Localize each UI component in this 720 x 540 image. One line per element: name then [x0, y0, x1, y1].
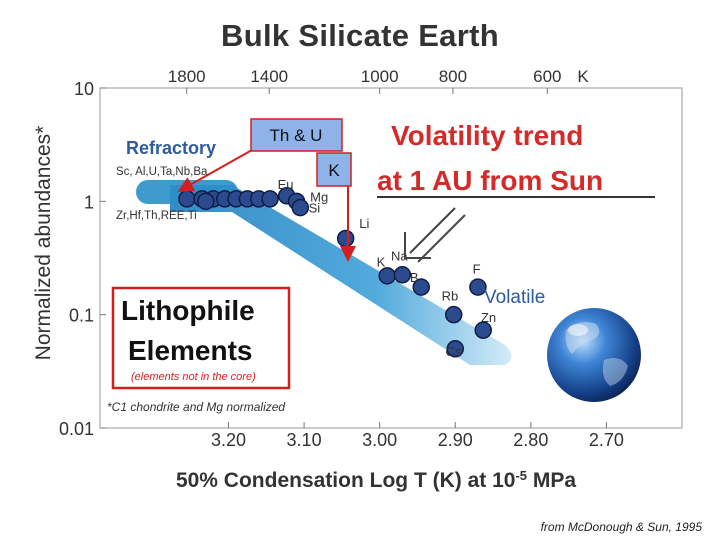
plot-frame — [99, 87, 683, 429]
data-point — [336, 229, 355, 248]
point-label: Cs — [445, 344, 461, 359]
point-label: Eu — [278, 177, 294, 192]
refractory-elements-top: Sc, Al,U,Ta,Nb,Ba — [116, 166, 208, 178]
data-point — [197, 192, 215, 211]
volatile-label: Volatile — [484, 287, 545, 308]
y-tick-label: 0.01 — [59, 419, 94, 439]
earth-globe-image — [547, 308, 641, 402]
point-label: Li — [359, 216, 369, 231]
trend-band — [170, 185, 512, 365]
y-tick-label: 1 — [84, 192, 94, 212]
point-label: K — [377, 255, 386, 270]
x-tick-label: 3.20 — [211, 430, 246, 450]
lithophile-line1: Lithophile — [121, 295, 255, 326]
lithophile-line2: Elements — [128, 335, 253, 366]
data-point — [444, 305, 463, 324]
top-tick-label: 1800 — [168, 67, 206, 86]
x-axis-label-main: 50% Condensation Log T (K) at 10 — [176, 469, 516, 492]
top-axis-unit: K — [577, 67, 589, 86]
data-point — [378, 267, 396, 285]
data-points — [178, 187, 492, 358]
top-tick-label: 600 — [533, 67, 561, 86]
y-tick-label: 0.1 — [69, 306, 94, 326]
data-point — [261, 190, 279, 208]
point-label: F — [473, 262, 481, 277]
refractory-label: Refractory — [126, 138, 216, 158]
lithophile-note: (elements not in the core) — [131, 371, 256, 383]
point-label: B — [410, 270, 419, 285]
volatility-trend-line1: Volatility trend — [391, 120, 583, 151]
x-axis: 3.20 3.10 3.00 2.90 2.80 2.70 — [211, 422, 624, 450]
x-tick-label: 2.90 — [438, 430, 473, 450]
top-tick-label: 1000 — [361, 67, 399, 86]
data-point — [393, 266, 412, 284]
th-u-label: Th & U — [270, 126, 323, 145]
x-axis-label-exp: -5 — [515, 468, 527, 483]
k-box — [316, 152, 352, 187]
x-tick-label: 2.70 — [589, 430, 624, 450]
k-box-label: K — [328, 161, 340, 180]
data-point — [412, 278, 430, 296]
top-tick-label: 1400 — [250, 67, 288, 86]
refractory-elements-bottom: Zr,Hf,Th,REE,Ti — [116, 210, 197, 222]
y-axis-label: Normalized abundances* — [32, 126, 55, 361]
x-tick-label: 2.80 — [513, 430, 548, 450]
th-u-arrow — [177, 149, 253, 192]
th-u-box — [250, 118, 343, 152]
top-tick-label: 800 — [439, 67, 467, 86]
x-tick-label: 3.00 — [362, 430, 397, 450]
chart-title: Bulk Silicate Earth — [221, 18, 499, 53]
trend-direction-arrow — [404, 207, 466, 263]
volatility-trend-line2: at 1 AU from Sun — [377, 165, 603, 196]
x-tick-label: 3.10 — [287, 430, 322, 450]
data-point — [178, 190, 196, 208]
source-credit: from McDonough & Sun, 1995 — [540, 520, 702, 534]
point-label: Mg — [310, 189, 328, 204]
data-point — [446, 340, 464, 358]
x-axis-label: 50% Condensation Log T (K) at 10-5 MPa — [176, 468, 576, 493]
top-axis: 1800 1400 1000 800 600 — [168, 67, 561, 94]
y-axis: 10 1 0.1 0.01 — [59, 79, 106, 439]
y-tick-label: 10 — [74, 79, 94, 99]
x-axis-label-unit: MPa — [527, 469, 576, 492]
lithophile-box — [111, 286, 291, 390]
point-label: Si — [309, 200, 321, 215]
data-point — [469, 278, 487, 296]
normalization-footnote: *C1 chondrite and Mg normalized — [107, 400, 285, 414]
point-label: Rb — [442, 288, 459, 303]
data-point — [291, 198, 310, 217]
data-point — [474, 321, 492, 339]
point-label: Zn — [481, 310, 496, 325]
